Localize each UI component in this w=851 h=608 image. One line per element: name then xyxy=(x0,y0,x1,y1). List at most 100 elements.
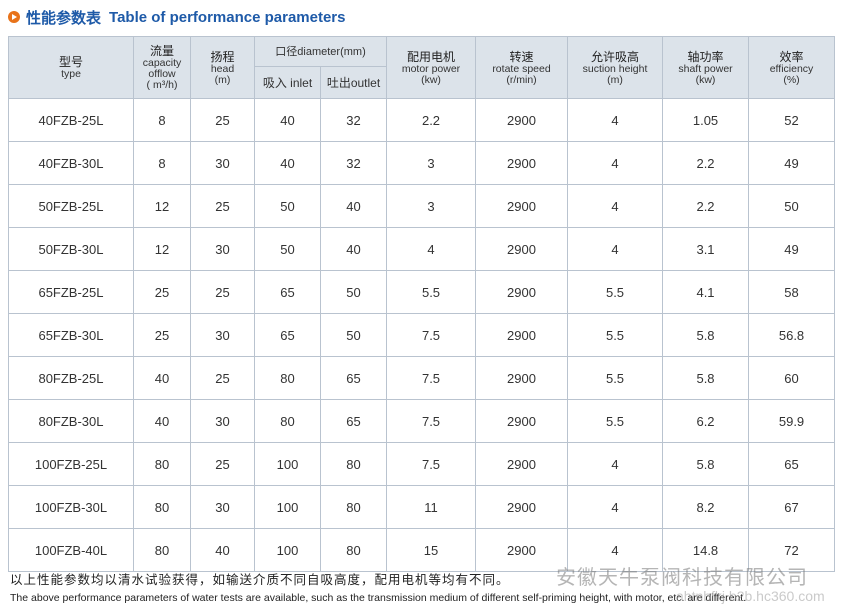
table-row: 65FZB-30L 25 30 65 50 7.5 2900 5.5 5.8 56.8 xyxy=(8,313,836,357)
cell-capacity: 80 xyxy=(133,485,191,529)
cell-rotate-speed: 2900 xyxy=(475,227,569,271)
cell-head: 30 xyxy=(190,399,255,443)
table-row: 100FZB-40L 80 40 100 80 15 2900 4 14.8 72 xyxy=(8,528,836,572)
table-body: 40FZB-25L 8 25 40 32 2.2 2900 4 1.05 52 40FZB-30L 8… xyxy=(8,98,836,572)
cell-capacity: 12 xyxy=(133,184,191,228)
cell-type: 40FZB-25L xyxy=(8,98,134,142)
cell-suction-height: 5.5 xyxy=(567,399,664,443)
cell-shaft-power: 5.8 xyxy=(662,313,750,357)
table-row: 50FZB-25L 12 25 50 40 3 2900 4 2.2 50 xyxy=(8,184,836,228)
header-suction-height: 允许吸高 suction height (m) xyxy=(567,36,664,99)
cell-shaft-power: 4.1 xyxy=(662,270,750,314)
watermark-company: 安徽天牛泵阀科技有限公司 xyxy=(556,565,808,589)
cell-efficiency: 52 xyxy=(748,98,836,142)
table-row: 65FZB-25L 25 25 65 50 5.5 2900 5.5 4.1 58 xyxy=(8,270,836,314)
cell-type: 65FZB-30L xyxy=(8,313,134,357)
cell-motor-power: 7.5 xyxy=(386,313,477,357)
cell-type: 65FZB-25L xyxy=(8,270,134,314)
cell-outlet: 32 xyxy=(319,98,388,142)
cell-rotate-speed: 2900 xyxy=(475,399,569,443)
cell-motor-power: 3 xyxy=(386,184,477,228)
header-head: 扬程 head (m) xyxy=(190,36,255,99)
header-outlet: 吐出outlet xyxy=(319,66,388,99)
cell-head: 30 xyxy=(190,485,255,529)
header-diameter: 口径diameter(mm) xyxy=(253,36,388,67)
cell-outlet: 50 xyxy=(319,270,388,314)
cell-shaft-power: 5.8 xyxy=(662,356,750,400)
header-shaft-power: 轴功率 shaft power (kw) xyxy=(662,36,750,99)
cell-head: 25 xyxy=(190,270,255,314)
cell-type: 50FZB-25L xyxy=(8,184,134,228)
cell-rotate-speed: 2900 xyxy=(475,356,569,400)
cell-outlet: 65 xyxy=(319,356,388,400)
cell-head: 30 xyxy=(190,141,255,185)
cell-inlet: 50 xyxy=(254,227,321,271)
cell-type: 40FZB-30L xyxy=(8,141,134,185)
cell-suction-height: 5.5 xyxy=(567,270,664,314)
cell-motor-power: 7.5 xyxy=(386,356,477,400)
cell-efficiency: 58 xyxy=(748,270,836,314)
cell-outlet: 80 xyxy=(319,442,388,486)
cell-rotate-speed: 2900 xyxy=(475,270,569,314)
cell-suction-height: 4 xyxy=(567,528,664,572)
cell-efficiency: 49 xyxy=(748,227,836,271)
cell-rotate-speed: 2900 xyxy=(475,98,569,142)
table-row: 40FZB-30L 8 30 40 32 3 2900 4 2.2 49 xyxy=(8,141,836,185)
title-english: Table of performance parameters xyxy=(109,8,346,26)
cell-suction-height: 5.5 xyxy=(567,313,664,357)
cell-suction-height: 4 xyxy=(567,485,664,529)
cell-capacity: 12 xyxy=(133,227,191,271)
cell-capacity: 8 xyxy=(133,141,191,185)
cell-outlet: 40 xyxy=(319,227,388,271)
cell-efficiency: 67 xyxy=(748,485,836,529)
cell-motor-power: 3 xyxy=(386,141,477,185)
cell-suction-height: 4 xyxy=(567,98,664,142)
cell-motor-power: 2.2 xyxy=(386,98,477,142)
cell-shaft-power: 8.2 xyxy=(662,485,750,529)
cell-shaft-power: 14.8 xyxy=(662,528,750,572)
cell-capacity: 25 xyxy=(133,313,191,357)
cell-motor-power: 4 xyxy=(386,227,477,271)
cell-motor-power: 5.5 xyxy=(386,270,477,314)
cell-inlet: 65 xyxy=(254,270,321,314)
header-efficiency: 效率 efficiency (%) xyxy=(748,36,836,99)
cell-type: 50FZB-30L xyxy=(8,227,134,271)
cell-shaft-power: 2.2 xyxy=(662,141,750,185)
cell-type: 80FZB-30L xyxy=(8,399,134,443)
cell-inlet: 80 xyxy=(254,356,321,400)
cell-shaft-power: 6.2 xyxy=(662,399,750,443)
table-row: 100FZB-30L 80 30 100 80 11 2900 4 8.2 67 xyxy=(8,485,836,529)
cell-shaft-power: 5.8 xyxy=(662,442,750,486)
cell-outlet: 65 xyxy=(319,399,388,443)
cell-efficiency: 49 xyxy=(748,141,836,185)
cell-outlet: 50 xyxy=(319,313,388,357)
cell-capacity: 40 xyxy=(133,399,191,443)
cell-rotate-speed: 2900 xyxy=(475,528,569,572)
cell-shaft-power: 2.2 xyxy=(662,184,750,228)
cell-head: 30 xyxy=(190,227,255,271)
table-row: 50FZB-30L 12 30 50 40 4 2900 4 3.1 49 xyxy=(8,227,836,271)
page-title: 性能参数表 Table of performance parameters xyxy=(8,6,346,28)
cell-efficiency: 59.9 xyxy=(748,399,836,443)
cell-outlet: 32 xyxy=(319,141,388,185)
cell-inlet: 50 xyxy=(254,184,321,228)
cell-suction-height: 4 xyxy=(567,227,664,271)
cell-rotate-speed: 2900 xyxy=(475,485,569,529)
note-chinese: 以上性能参数均以清水试验获得，如输送介质不同自吸高度，配用电机等均有不同。 xyxy=(10,572,510,587)
cell-head: 25 xyxy=(190,356,255,400)
cell-inlet: 65 xyxy=(254,313,321,357)
cell-rotate-speed: 2900 xyxy=(475,141,569,185)
cell-type: 100FZB-40L xyxy=(8,528,134,572)
cell-capacity: 8 xyxy=(133,98,191,142)
cell-type: 100FZB-25L xyxy=(8,442,134,486)
cell-head: 40 xyxy=(190,528,255,572)
cell-inlet: 100 xyxy=(254,485,321,529)
table-header: 型号 type 流量 capacity offlow ( m³/h) 扬程 hea… xyxy=(8,36,836,99)
cell-motor-power: 7.5 xyxy=(386,442,477,486)
cell-type: 100FZB-30L xyxy=(8,485,134,529)
cell-outlet: 40 xyxy=(319,184,388,228)
cell-inlet: 80 xyxy=(254,399,321,443)
cell-head: 30 xyxy=(190,313,255,357)
cell-motor-power: 11 xyxy=(386,485,477,529)
cell-efficiency: 60 xyxy=(748,356,836,400)
